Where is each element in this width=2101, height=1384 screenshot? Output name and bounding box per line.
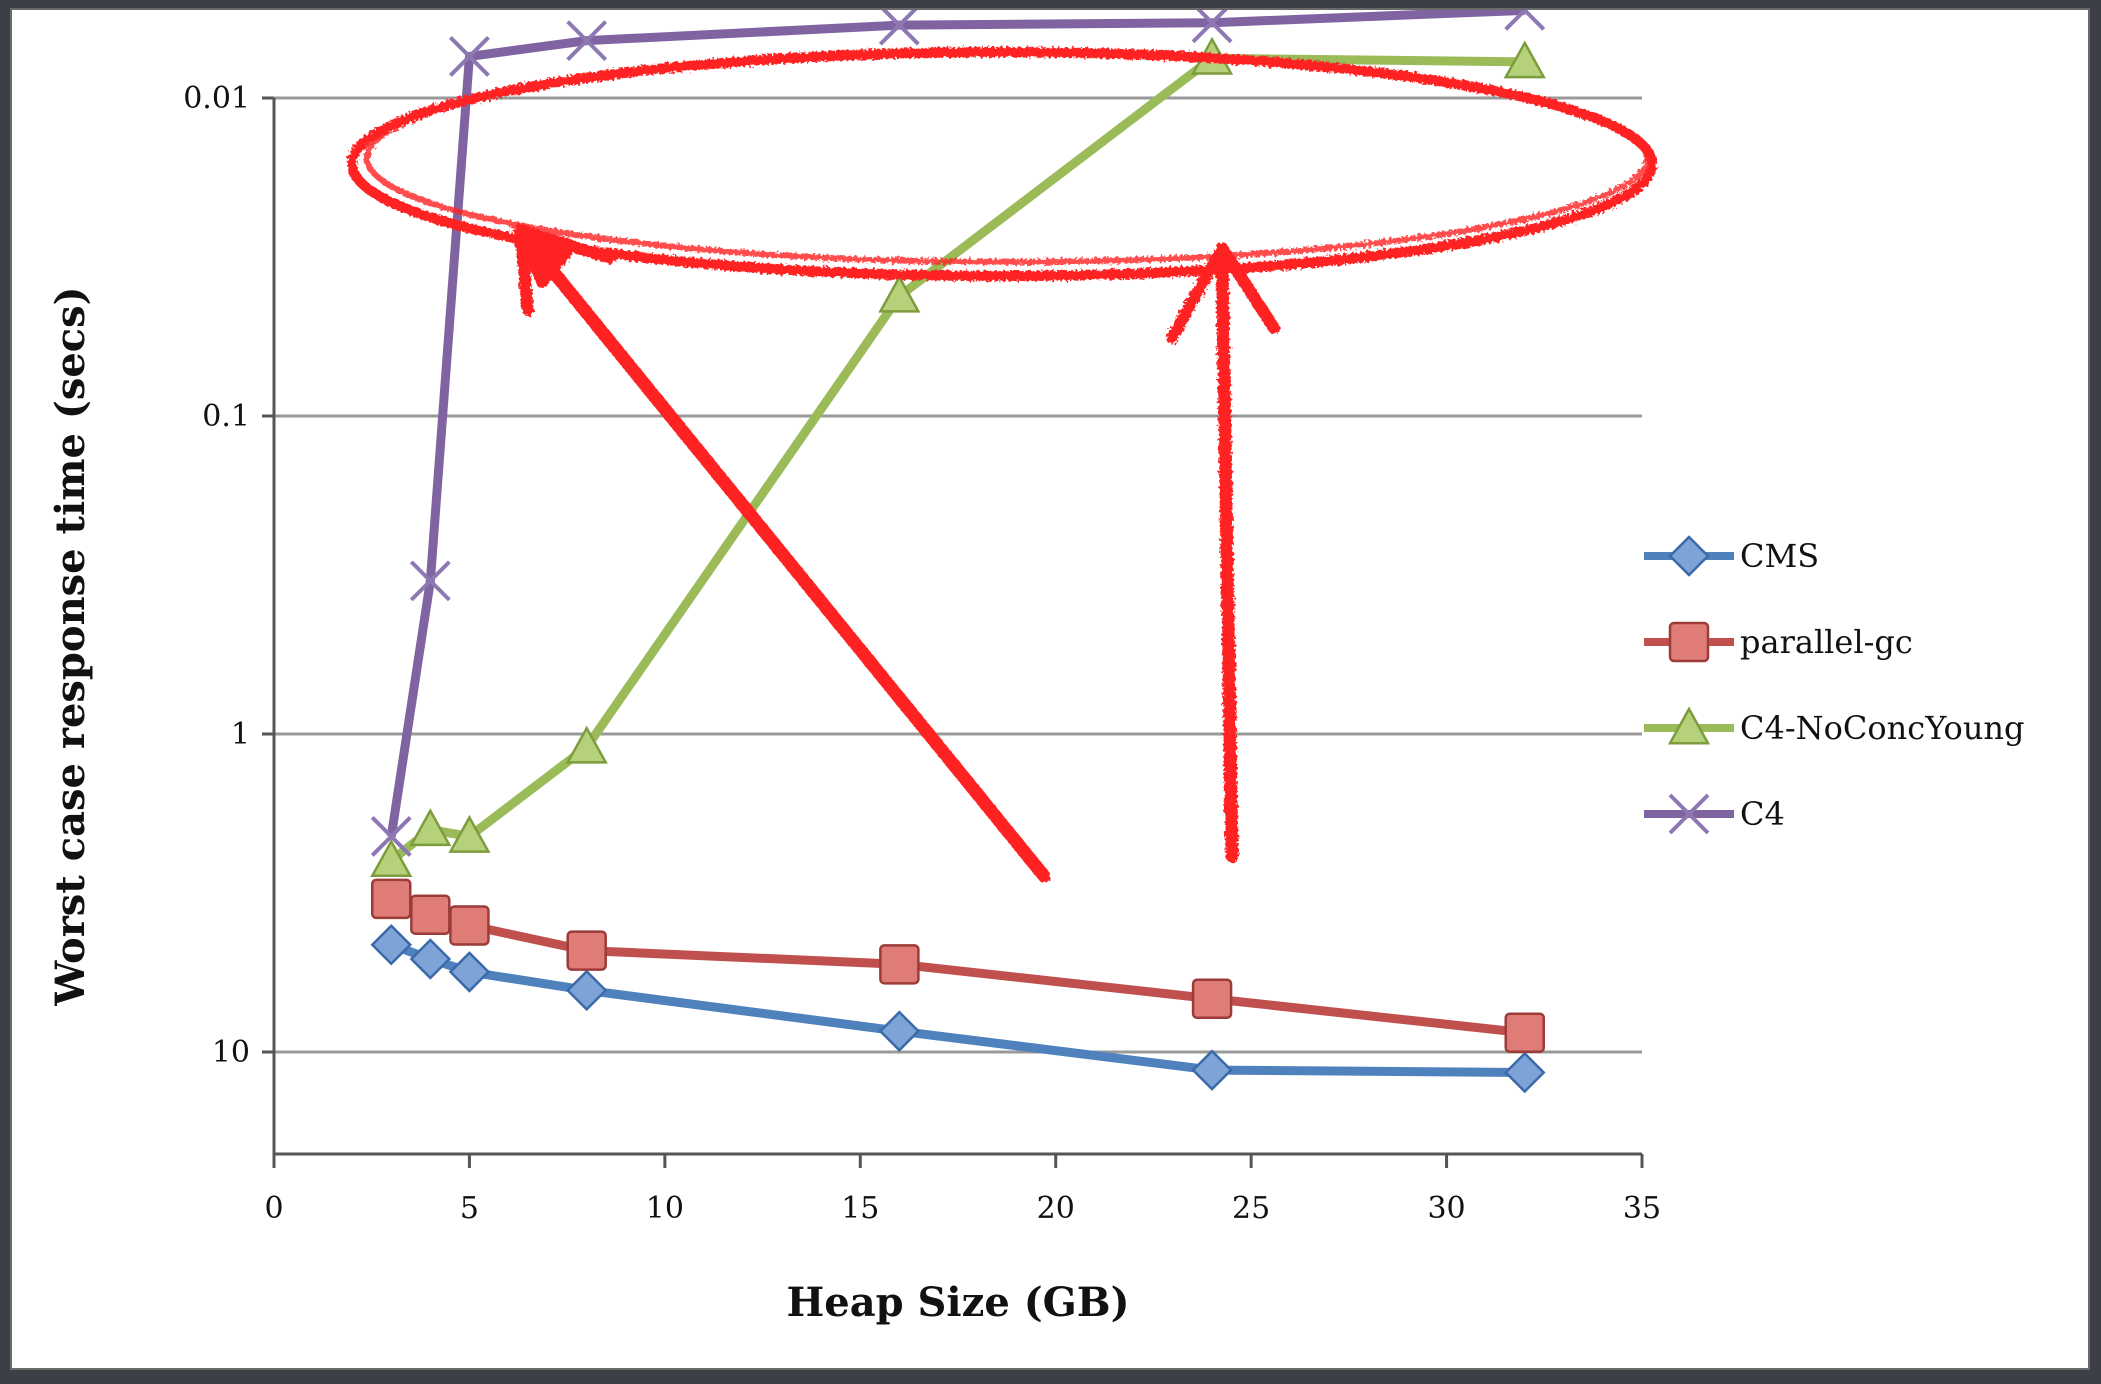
arrow-shaft <box>1222 258 1232 856</box>
x-tick-label: 35 <box>1623 1191 1661 1226</box>
x-axis-title: Heap Size (GB) <box>786 1279 1129 1326</box>
annotation-layer <box>352 52 1652 876</box>
x-tick-label: 5 <box>460 1191 479 1226</box>
data-point-parallel-gc <box>450 906 488 944</box>
data-point-CMS <box>1193 1051 1231 1089</box>
data-point-CMS <box>411 940 449 978</box>
legend-marker-parallel-gc <box>1670 623 1708 661</box>
arrow-shaft <box>534 248 1044 876</box>
data-point-parallel-gc <box>411 896 449 934</box>
data-point-CMS <box>880 1012 918 1050</box>
x-tick-label: 10 <box>646 1191 684 1226</box>
series-line-C4 <box>391 10 1524 836</box>
series-line-C4-NoConcYoung <box>391 58 1524 860</box>
arrow-barb <box>1172 248 1222 338</box>
data-point-parallel-gc <box>880 945 918 983</box>
y-tick-label: 0.1 <box>202 399 250 434</box>
y-axis-title: Worst case response time (secs) <box>47 286 94 1006</box>
highlight-ellipse-outline <box>367 54 1647 262</box>
x-tick-label: 0 <box>264 1191 283 1226</box>
series-line-parallel-gc <box>391 899 1524 1033</box>
legend-marker-CMS <box>1670 537 1708 575</box>
data-point-CMS <box>1506 1053 1544 1091</box>
x-tick-label: 30 <box>1427 1191 1465 1226</box>
x-tick-label: 25 <box>1232 1191 1270 1226</box>
legend-label-C4-NoConcYoung: C4-NoConcYoung <box>1740 709 2025 747</box>
data-point-CMS <box>450 953 488 991</box>
arrow-barb <box>520 230 528 310</box>
data-point-parallel-gc <box>1193 980 1231 1018</box>
data-point-parallel-gc <box>1506 1014 1544 1052</box>
x-tick-label: 15 <box>841 1191 879 1226</box>
legend-label-C4: C4 <box>1740 795 1785 833</box>
y-tick-label: 10 <box>212 1035 250 1070</box>
data-point-parallel-gc <box>372 880 410 918</box>
legend-label-parallel-gc: parallel-gc <box>1740 623 1913 661</box>
data-point-parallel-gc <box>568 932 606 970</box>
legend-label-CMS: CMS <box>1740 537 1819 575</box>
y-tick-label: 1 <box>231 717 250 752</box>
x-tick-label: 20 <box>1037 1191 1075 1226</box>
axes-layer: 0.01 0.1 1 10 0 5 10 15 20 25 30 35 <box>183 81 1661 1226</box>
legend-layer: CMS parallel-gc C4-NoConcYoung C4 <box>1644 537 2025 833</box>
chart-frame: 0.01 0.1 1 10 0 5 10 15 20 25 30 35 CMS parallel-gc C… <box>10 8 2090 1370</box>
data-point-CMS <box>372 926 410 964</box>
y-tick-label: 0.01 <box>183 81 250 116</box>
data-point-CMS <box>568 971 606 1009</box>
series-layer <box>372 10 1543 1091</box>
arrow-barb <box>1222 248 1274 328</box>
